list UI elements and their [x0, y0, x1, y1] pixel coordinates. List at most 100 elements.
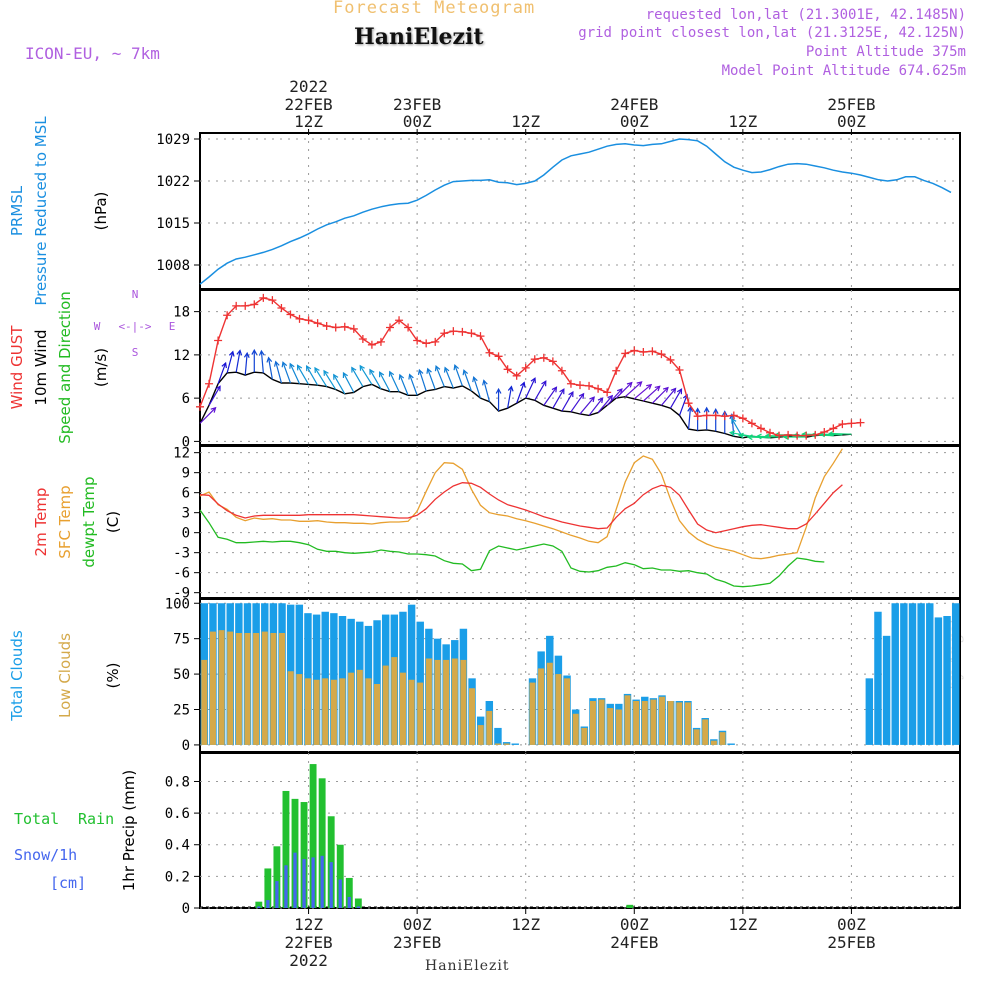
wind-direction-arrow	[660, 388, 677, 406]
total-cloud-bar	[951, 603, 960, 745]
wind-arrow-head	[746, 434, 753, 441]
dewpoint-line	[199, 509, 825, 588]
y-tick-label: 1015	[156, 216, 190, 232]
snow-bar	[311, 857, 315, 908]
wind-arrow-head	[426, 367, 432, 374]
top-hour-label: 00Z	[403, 112, 432, 131]
gust-marker	[820, 428, 829, 437]
panel-frame	[199, 289, 961, 446]
wind-direction-arrow	[633, 384, 652, 400]
wind-direction-arrow	[418, 369, 427, 392]
gust-marker	[467, 329, 476, 338]
gust-marker	[856, 418, 865, 427]
panel-frame	[199, 445, 961, 599]
y-tick-label: 0.8	[165, 774, 190, 790]
forecast-title: Forecast Meteogram	[333, 0, 536, 18]
total-cloud-bar	[407, 604, 416, 745]
total-cloud-bar	[511, 743, 519, 745]
wind-direction-arrow	[543, 386, 557, 406]
low-cloud-bar	[313, 679, 320, 745]
wind-direction-arrow	[516, 382, 525, 404]
wind-direction-arrow	[369, 369, 382, 390]
rain-bar	[345, 877, 353, 908]
gust-marker	[386, 323, 394, 332]
wind-arrow-head	[323, 369, 329, 376]
wind-arrow-head	[221, 361, 227, 369]
gust-marker	[349, 324, 358, 333]
gust-marker	[458, 327, 467, 336]
gust-marker	[548, 357, 557, 366]
wind-direction-arrow	[359, 365, 373, 385]
wind-arrow-head	[687, 405, 694, 413]
wind-direction-arrow	[669, 388, 682, 409]
gust-marker	[395, 316, 404, 325]
total-cloud-bar	[330, 613, 338, 745]
gust-marker	[268, 296, 277, 305]
gust-marker	[756, 424, 765, 433]
gust-marker	[277, 304, 286, 313]
low-cloud-bar	[538, 668, 545, 745]
wind-direction-arrow	[275, 361, 283, 384]
compass-e: E	[169, 320, 176, 333]
low-cloud-bar	[322, 678, 329, 745]
low-cloud-bar	[443, 659, 450, 745]
bottom-date-label: 24FEB	[610, 933, 658, 952]
snow-bar	[275, 881, 279, 908]
wind-direction-arrow	[306, 365, 319, 386]
gust-marker	[223, 311, 232, 320]
low-cloud-bar	[417, 682, 424, 745]
wind-arrow-head	[589, 396, 595, 403]
low-cloud-bar	[425, 658, 432, 745]
snow-bar	[293, 852, 297, 908]
gust-marker	[648, 347, 657, 356]
top-date-label: 22FEB	[284, 95, 332, 114]
wind-arrow-head	[636, 381, 643, 387]
wind-arrow-head	[530, 377, 536, 384]
wind-arrow-head	[258, 349, 265, 356]
low-cloud-bar	[572, 713, 579, 745]
y-tick-label: 0.6	[165, 806, 190, 822]
wind-direction-arrow	[473, 377, 482, 399]
wind-arrow-head	[215, 385, 221, 392]
low-cloud-bar	[684, 702, 691, 745]
wind-direction-arrow	[606, 388, 623, 406]
rain-bar	[626, 904, 634, 908]
wind-arrow-head	[266, 356, 273, 363]
wind-arrow-head	[541, 380, 547, 387]
gust-marker	[214, 336, 223, 345]
snow-bar	[338, 879, 342, 908]
rain-bar	[273, 846, 281, 908]
pressure-line	[199, 138, 952, 285]
wind-arrow-head	[408, 373, 414, 380]
wind-arrow-head	[482, 379, 488, 386]
wind-arrow-head	[646, 383, 653, 390]
wind-direction-arrow	[552, 388, 565, 409]
snow-bar	[356, 906, 360, 908]
bottom-date-label: 22FEB	[284, 933, 332, 952]
wind-ylabel-1: 10m Wind	[32, 329, 50, 405]
gust-marker	[621, 349, 630, 358]
wind-ylabel-3: (m/s)	[92, 348, 110, 387]
gust-marker	[521, 363, 530, 372]
gust-marker	[684, 399, 693, 408]
gust-marker	[811, 430, 820, 439]
y-tick-label: 9	[182, 466, 190, 482]
total-cloud-bar	[865, 678, 874, 745]
y-tick-label: -6	[173, 566, 190, 582]
low-cloud-bar	[529, 682, 536, 745]
y-tick-label: 50	[173, 667, 190, 683]
wind-direction-arrow	[409, 374, 418, 396]
gust-marker	[594, 384, 603, 393]
panel-frame	[199, 752, 961, 909]
low-cloud-bar	[434, 659, 441, 745]
wind-direction-arrow	[282, 362, 292, 384]
wind-arrow-head	[597, 397, 604, 404]
low-cloud-bar	[624, 695, 631, 745]
top-date-label: 25FEB	[827, 95, 875, 114]
gust-marker	[313, 319, 322, 328]
gust-marker	[449, 327, 458, 336]
gust-marker	[340, 322, 349, 331]
top-hour-label: 12Z	[294, 112, 323, 131]
rain-bar	[264, 868, 272, 908]
gust-marker	[630, 346, 639, 355]
